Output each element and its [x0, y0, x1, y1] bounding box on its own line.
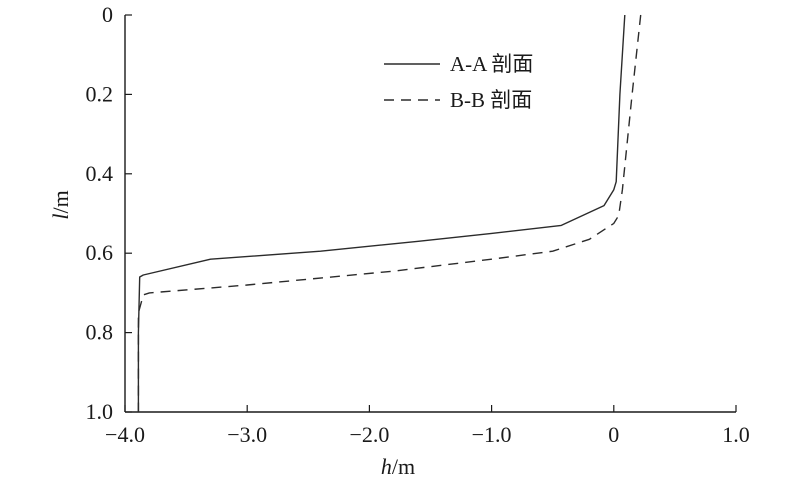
- y-tick-label: 0.4: [86, 161, 114, 186]
- y-tick-label: 0: [102, 2, 113, 27]
- legend-label-series-1: A-A 剖面: [450, 52, 533, 76]
- y-axis-unit: /m: [48, 190, 73, 213]
- ticks: −4.0 −3.0 −2.0 −1.0 0 1.0 0 0.2 0.4 0.6 0.8 1.0: [86, 2, 750, 447]
- x-tick-label: 1.0: [722, 422, 750, 447]
- y-tick-label: 0.8: [86, 320, 114, 345]
- series-line-1: [137, 14, 626, 412]
- series-layer: [137, 14, 642, 412]
- legend-label-series-2: B-B 剖面: [450, 88, 532, 112]
- x-tick-label: −1.0: [472, 422, 512, 447]
- x-tick-label: −2.0: [349, 422, 389, 447]
- y-tick-label: 0.2: [86, 81, 114, 106]
- y-axis-label: l/m: [48, 190, 73, 219]
- x-tick-label: 0: [608, 422, 619, 447]
- x-axis-label: h/m: [381, 454, 415, 479]
- y-axis-var: l: [48, 214, 73, 220]
- y-tick-label: 1.0: [86, 399, 114, 424]
- legend: A-A 剖面 B-B 剖面: [384, 52, 533, 112]
- x-tick-label: −3.0: [227, 422, 267, 447]
- y-tick-label: 0.6: [86, 240, 114, 265]
- x-tick-label: −4.0: [105, 422, 145, 447]
- x-axis-var: h: [381, 454, 392, 479]
- series-line-2: [137, 14, 642, 412]
- axes: [124, 15, 736, 413]
- x-axis-unit: /m: [392, 454, 415, 479]
